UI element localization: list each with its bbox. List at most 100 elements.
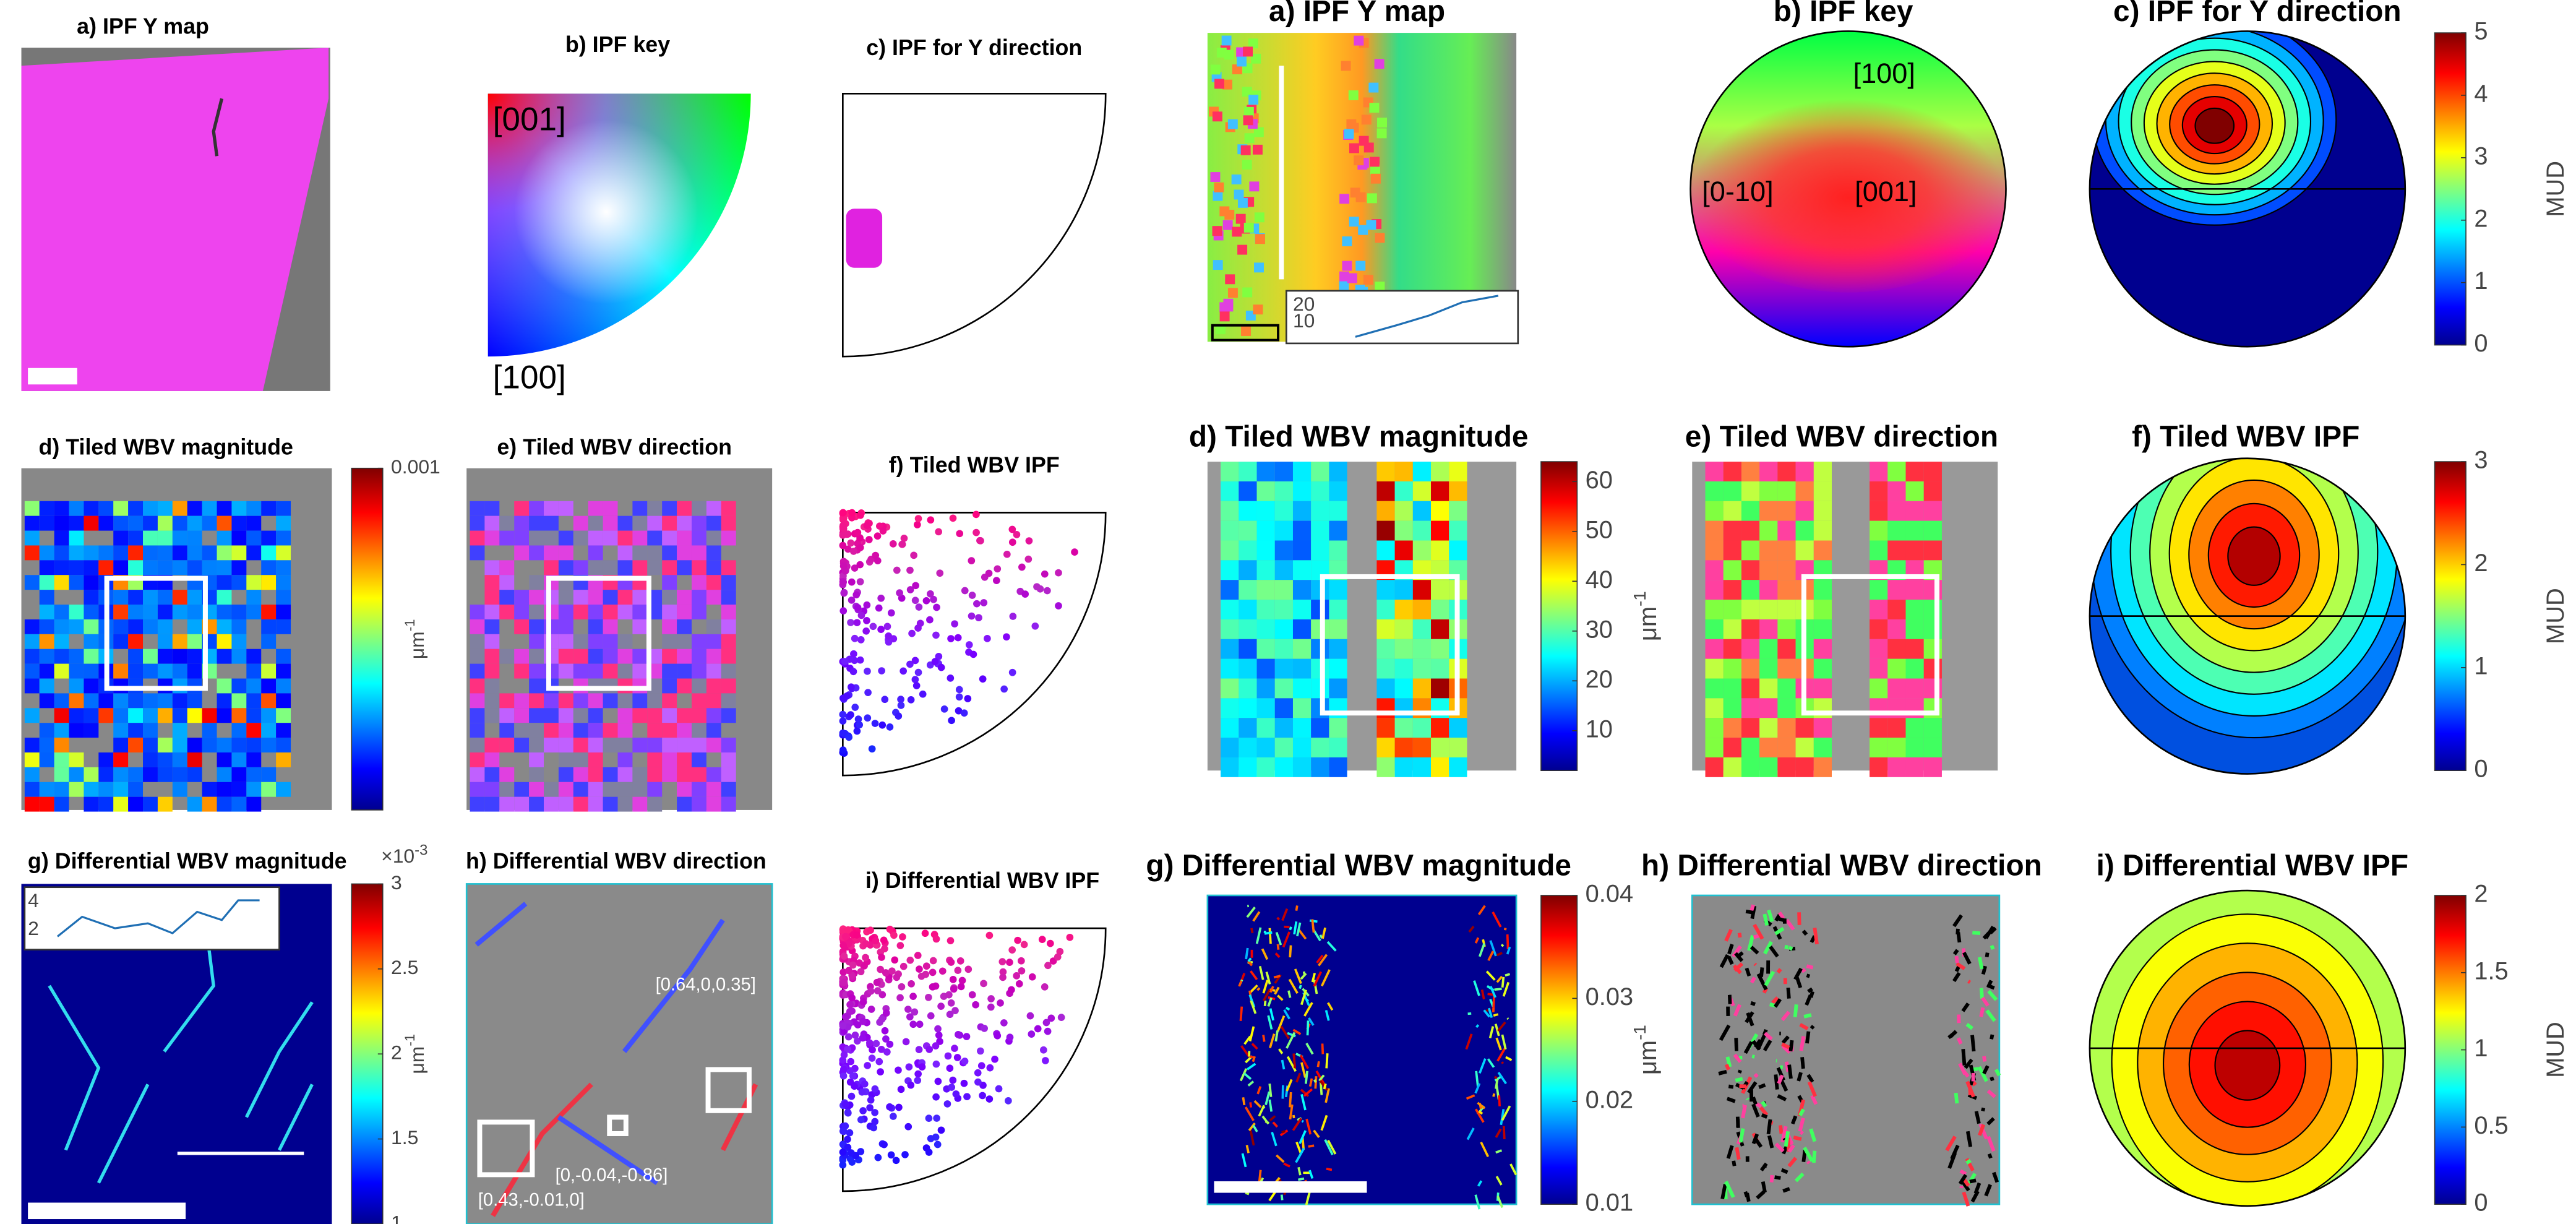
colorbar-tick-label: 0.03 (1586, 983, 1634, 1011)
tile (588, 649, 603, 664)
ipf-point (896, 589, 903, 597)
tile (499, 708, 514, 723)
tile (1431, 580, 1449, 600)
tile (1413, 462, 1431, 481)
tile (692, 767, 706, 782)
panel-title: a) IPF Y map (77, 14, 209, 39)
colorbar-tick-label: 3 (391, 871, 402, 894)
grain (1255, 212, 1264, 222)
ipf-outline (843, 512, 1106, 775)
ipf-point (882, 969, 890, 976)
grain-boundary (1764, 914, 1767, 925)
ipf-point (891, 956, 898, 963)
tile (25, 649, 40, 664)
tile (470, 782, 485, 797)
tile (231, 575, 246, 590)
tile (69, 531, 84, 546)
ipf-point (849, 1072, 857, 1080)
key-label: [100] (1853, 58, 1915, 89)
ipf-point (994, 565, 1001, 572)
tile (514, 605, 529, 619)
ipf-point (987, 995, 995, 1002)
tile (603, 619, 618, 634)
tile (1239, 600, 1256, 619)
tile (261, 767, 276, 782)
grain (1223, 299, 1233, 309)
ipf-point (1018, 564, 1026, 571)
ipf-point (1043, 1019, 1050, 1027)
tile (677, 782, 692, 797)
tile (706, 590, 721, 605)
tile (143, 797, 158, 812)
tile (143, 664, 158, 679)
ipf-point (961, 1080, 968, 1087)
tile (662, 605, 677, 619)
tile (632, 649, 647, 664)
grain (1211, 64, 1221, 74)
ipf-point (932, 632, 940, 639)
grain-boundary (1308, 1145, 1314, 1147)
panel-title: d) Tiled WBV magnitude (39, 434, 293, 459)
tile (1239, 619, 1256, 639)
pole-figure (2090, 15, 2405, 347)
tile (662, 531, 677, 546)
ipf-point (938, 1126, 945, 1134)
grain-boundary (1811, 1026, 1813, 1028)
ipf-point (859, 1018, 867, 1025)
ipf-point (868, 1006, 875, 1013)
ipf-point (919, 1063, 926, 1071)
tile (1221, 639, 1239, 659)
ipf-point (963, 1093, 971, 1100)
tile (113, 708, 128, 723)
grain-boundary (1277, 944, 1278, 950)
ipf-point (899, 541, 906, 548)
grain-boundary (1263, 1035, 1264, 1041)
tile (588, 738, 603, 752)
tile (1870, 738, 1887, 757)
colorbar-label: MUD (2542, 588, 2569, 644)
ipf-point (845, 967, 852, 975)
tile (721, 797, 736, 812)
tile (246, 738, 261, 752)
tile (1221, 481, 1239, 501)
ipf-point (890, 1113, 897, 1120)
grain-boundary (1294, 1054, 1295, 1069)
ipf-point (857, 1116, 865, 1124)
tile (1221, 600, 1239, 619)
tile (98, 693, 113, 708)
grain-boundary (1746, 968, 1749, 976)
tile (54, 782, 69, 797)
tile (276, 679, 291, 694)
ipf-point (863, 617, 870, 624)
tile (529, 664, 544, 679)
tile (84, 501, 98, 516)
tile (632, 531, 647, 546)
grain-boundary (1499, 1095, 1500, 1106)
tile (677, 590, 692, 605)
tile (559, 545, 573, 560)
tile (1431, 659, 1449, 679)
tile (1239, 757, 1256, 777)
grain (1248, 95, 1258, 105)
tile (1376, 757, 1394, 777)
tile (1724, 639, 1741, 659)
tile (217, 501, 232, 516)
ipf-point (972, 1001, 979, 1009)
contour (2228, 527, 2280, 585)
ipf-point (859, 1035, 867, 1042)
tile (1906, 580, 1924, 600)
tile (647, 782, 662, 797)
ipf-point (1044, 587, 1051, 595)
ipf-point (1021, 941, 1028, 949)
tile (692, 679, 706, 694)
tile (677, 560, 692, 575)
ipf-point (898, 702, 905, 709)
tile (499, 516, 514, 531)
tile (98, 545, 113, 560)
tile (54, 605, 69, 619)
tile (1293, 501, 1311, 521)
tile (692, 752, 706, 767)
tile (632, 708, 647, 723)
tile (1906, 679, 1924, 699)
ipf-point (875, 1154, 882, 1162)
